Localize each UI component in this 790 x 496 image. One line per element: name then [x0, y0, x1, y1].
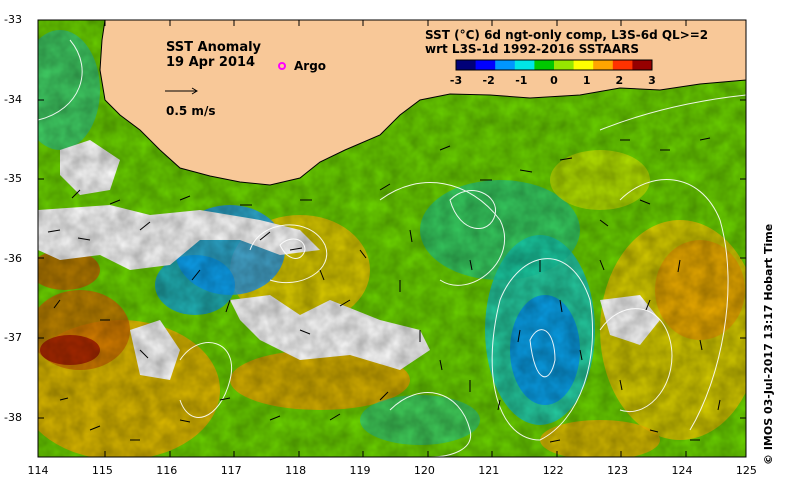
longitude-label: 114	[27, 464, 49, 477]
latitude-label: -35	[4, 172, 22, 186]
map-title: SST Anomaly	[166, 40, 262, 55]
latitude-label: -38	[4, 411, 22, 424]
map-date: 19 Apr 2014	[166, 55, 256, 70]
colorbar-tick-label: 2	[615, 74, 624, 87]
colorbar-segment	[456, 60, 477, 70]
colorbar-tick-label: -1	[515, 74, 528, 87]
longitude-label: 119	[349, 464, 371, 477]
product-line-1: SST (°C) 6d ngt-only comp, L3S-6d QL>=2	[425, 28, 709, 42]
colorbar-tick-label: 1	[582, 74, 591, 87]
colorbar-segment	[573, 60, 594, 70]
colorbar-segment	[612, 60, 633, 70]
colorbar-segment	[632, 60, 653, 70]
longitude-label: 117	[220, 464, 242, 477]
latitude-label: -33	[4, 13, 22, 26]
colorbar-frame	[455, 59, 653, 71]
product-line-2: wrt L3S-1d 1992-2016 SSTAARS	[425, 42, 640, 56]
longitude-label: 125	[735, 464, 757, 477]
colorbar-segment	[495, 60, 516, 70]
current-vectors	[47, 137, 721, 443]
colorbar-segment	[554, 60, 575, 70]
argo-marker-icon	[278, 62, 286, 70]
latitude-label: -37	[4, 331, 22, 345]
sst-field	[38, 20, 746, 457]
argo-label: Argo	[294, 59, 327, 73]
longitude-label: 122	[542, 464, 564, 477]
colorbar-segment	[475, 60, 496, 70]
longitude-label: 121	[478, 464, 500, 477]
longitude-label: 124	[671, 464, 693, 477]
longitude-label: 123	[607, 464, 629, 477]
longitude-label: 120	[413, 464, 435, 477]
colorbar-segment	[534, 60, 555, 70]
axis-ticks	[38, 19, 746, 457]
imos-credit: © IMOS 03-Jul-2017 13:17 Hobart Time	[762, 223, 775, 465]
latitude-label: -36	[4, 251, 22, 265]
contour-lines	[38, 39, 746, 457]
scale-label: 0.5 m/s	[166, 104, 216, 118]
longitude-label: 115	[91, 464, 113, 477]
latitude-label: -34	[4, 92, 22, 106]
colorbar-tick-label: 0	[550, 74, 558, 87]
colorbar-segment	[514, 60, 535, 70]
colorbar	[455, 59, 653, 71]
plot-frame	[37, 19, 747, 458]
longitude-label: 118	[285, 464, 307, 477]
colorbar-tick-label: -2	[482, 74, 495, 87]
colorbar-tick-label: -3	[449, 74, 463, 87]
colorbar-segment	[593, 60, 614, 70]
longitude-label: 116	[156, 464, 178, 477]
colorbar-tick-label: 3	[648, 74, 656, 87]
velocity-scale-arrow	[165, 87, 198, 95]
